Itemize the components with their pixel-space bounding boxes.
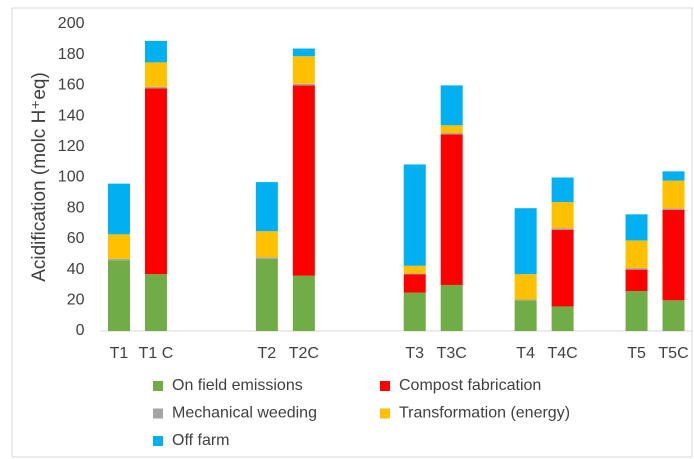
y-tick-label: 20	[67, 292, 85, 309]
x-tick-label: T1	[110, 345, 129, 362]
bar-segment	[625, 214, 648, 241]
bar-segment	[107, 260, 130, 331]
y-tick-label: 40	[67, 261, 85, 278]
bar-segment	[662, 180, 685, 209]
bar-segment	[292, 48, 315, 57]
bar-segment	[255, 258, 278, 331]
bar-segment	[144, 62, 167, 87]
bar-segment	[403, 273, 426, 275]
legend-label: Off farm	[172, 432, 230, 449]
bar-segment	[625, 268, 648, 270]
bar-segment	[551, 177, 574, 203]
x-tick-label: T1 C	[139, 345, 174, 362]
bar-segment	[625, 291, 648, 331]
bar-segment	[551, 228, 574, 230]
bar-segment	[292, 56, 315, 84]
y-tick-label: 100	[58, 169, 85, 186]
x-tick-label: T5	[627, 345, 646, 362]
bar-segment	[662, 209, 685, 301]
legend-marker	[153, 436, 163, 446]
x-tick-label: T4C	[547, 345, 577, 362]
bar-segment	[440, 125, 463, 133]
bar-segment	[144, 88, 167, 275]
bar-segment	[144, 274, 167, 331]
bar-segment	[107, 183, 130, 235]
legend-label: Mechanical weeding	[172, 405, 317, 422]
bar-segment	[292, 83, 315, 86]
x-tick-label: T3	[405, 345, 424, 362]
bar-segment	[551, 202, 574, 229]
bar-segment	[514, 299, 537, 301]
y-tick-label: 140	[58, 107, 85, 124]
y-tick-label: 120	[58, 138, 85, 155]
bar-segment	[662, 300, 685, 331]
legend-marker	[153, 408, 163, 419]
y-tick-label: 0	[76, 322, 85, 339]
y-axis-label: Acidification (molc H⁺eq)	[29, 72, 50, 282]
legend-label: On field emissions	[172, 377, 303, 394]
bar-segment	[625, 240, 648, 269]
x-tick-label: T2C	[289, 345, 319, 362]
bar-segment	[403, 274, 426, 293]
bar-segment	[255, 257, 278, 259]
y-tick-label: 80	[67, 199, 85, 216]
bar-segment	[255, 182, 278, 232]
bar-segment	[514, 300, 537, 331]
legend-marker	[380, 381, 390, 391]
x-tick-label: T4	[516, 345, 535, 362]
bar-segment	[292, 275, 315, 331]
bar-segment	[662, 208, 685, 210]
bar-segment	[514, 274, 537, 300]
bar-segment	[440, 85, 463, 126]
bar-segment	[551, 306, 574, 331]
x-tick-label: T2	[258, 345, 277, 362]
bar-segment	[440, 284, 463, 331]
bar-segment	[255, 231, 278, 258]
bar-segment	[551, 229, 574, 307]
y-tick-label: 60	[67, 230, 85, 247]
bar-segment	[403, 292, 426, 331]
bar-segment	[403, 164, 426, 266]
x-tick-label: T3C	[437, 345, 467, 362]
legend-marker	[380, 408, 390, 419]
bar-segment	[662, 171, 685, 181]
bar-segment	[107, 258, 130, 261]
legend-label: Transformation (energy)	[399, 405, 570, 422]
bar-segment	[144, 40, 167, 63]
x-tick-label: T5C	[658, 345, 688, 362]
bar-segment	[107, 234, 130, 259]
bar-segment	[440, 134, 463, 285]
bar-segment	[625, 269, 648, 292]
y-tick-label: 160	[58, 77, 85, 94]
bar-segment	[403, 265, 426, 274]
y-tick-label: 180	[58, 46, 85, 63]
bar-segment	[144, 86, 167, 89]
bar-segment	[292, 85, 315, 276]
bar-segment	[514, 208, 537, 275]
y-tick-label: 200	[58, 15, 85, 32]
legend-label: Compost fabrication	[399, 377, 541, 394]
legend-marker	[153, 381, 163, 391]
bar-segment	[440, 132, 463, 135]
